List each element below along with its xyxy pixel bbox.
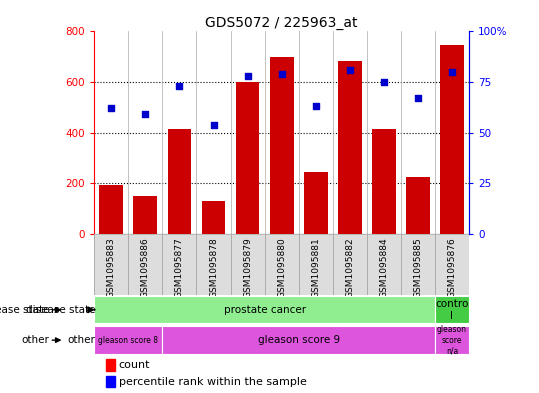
Text: count: count [119,360,150,370]
Bar [168,129,191,234]
Bar [435,234,469,295]
Bar [162,234,197,295]
Point [278,71,286,77]
Bar [372,129,396,234]
Bar [367,234,401,295]
Point [107,105,116,112]
Bar [106,376,115,387]
Text: contro
l: contro l [435,299,468,321]
Bar [197,234,231,295]
Text: GSM1095883: GSM1095883 [107,237,116,298]
Bar [333,234,367,295]
Point [413,95,422,101]
Text: gleason score 9: gleason score 9 [258,335,340,345]
Point [175,83,184,89]
Bar [94,327,162,354]
Title: GDS5072 / 225963_at: GDS5072 / 225963_at [205,17,358,30]
Bar [265,234,299,295]
Point [312,103,320,110]
Bar [401,234,435,295]
Point [447,69,456,75]
Text: GSM1095885: GSM1095885 [413,237,423,298]
Text: GSM1095881: GSM1095881 [311,237,320,298]
Bar [162,327,435,354]
Point [379,79,388,85]
Text: other: other [67,335,95,345]
Bar [106,359,115,371]
Bar [406,177,430,234]
Text: GSM1095878: GSM1095878 [209,237,218,298]
Text: GSM1095879: GSM1095879 [243,237,252,298]
Point [243,73,252,79]
Bar [299,234,333,295]
Bar [236,82,259,234]
Text: GSM1095882: GSM1095882 [345,237,354,298]
Text: disease state: disease state [0,305,50,315]
Bar [134,196,157,234]
Text: disease state: disease state [25,305,95,315]
Text: GSM1095886: GSM1095886 [141,237,150,298]
Bar [304,172,328,234]
Bar [128,234,162,295]
Bar [270,57,294,234]
Bar [338,61,362,234]
Text: GSM1095877: GSM1095877 [175,237,184,298]
Text: gleason
score
n/a: gleason score n/a [437,325,467,355]
Text: other: other [22,335,50,345]
Text: gleason score 8: gleason score 8 [99,336,158,345]
Text: prostate cancer: prostate cancer [224,305,306,315]
Point [141,111,150,118]
Bar [231,234,265,295]
Point [345,67,354,73]
Bar [435,327,469,354]
Point [209,121,218,128]
Bar [202,202,225,234]
Bar [94,234,128,295]
Bar [440,45,464,234]
Text: GSM1095884: GSM1095884 [379,237,388,298]
Text: GSM1095880: GSM1095880 [277,237,286,298]
Text: percentile rank within the sample: percentile rank within the sample [119,376,307,387]
Bar [99,185,123,234]
Bar [435,296,469,323]
Text: GSM1095876: GSM1095876 [447,237,457,298]
